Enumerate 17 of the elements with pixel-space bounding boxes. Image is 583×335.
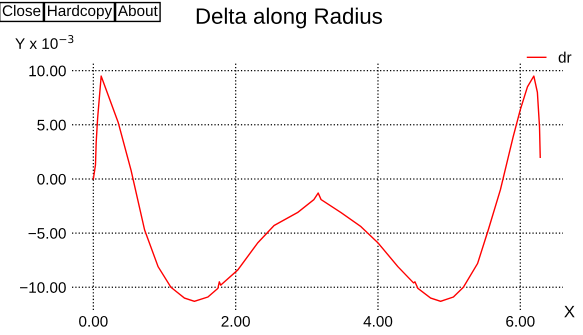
x-tick-label: 0.00 [79,316,108,327]
text: About [118,4,158,16]
line-series [92,75,541,302]
chart-title: Delta along Radius [196,8,382,28]
x-tick-label: 4.00 [363,316,392,327]
x-tick-label: 2.00 [222,316,250,327]
y-tick-label: 5.00 [37,120,66,130]
text: Close [2,4,40,16]
legend-label: dr [558,52,572,63]
x-axis-title: X [564,306,575,318]
y-tick-label: 0.00 [37,174,66,185]
x-tick-label: 6.00 [506,316,535,327]
y-axis-title: Y x 10$^{−3}$ [15,35,74,49]
y-tick-label: −10.00 [20,282,66,293]
y-tick-label: −5.00 [28,228,66,239]
text: Hardcopy [48,4,112,20]
y-tick-label: 10.00 [29,66,66,76]
